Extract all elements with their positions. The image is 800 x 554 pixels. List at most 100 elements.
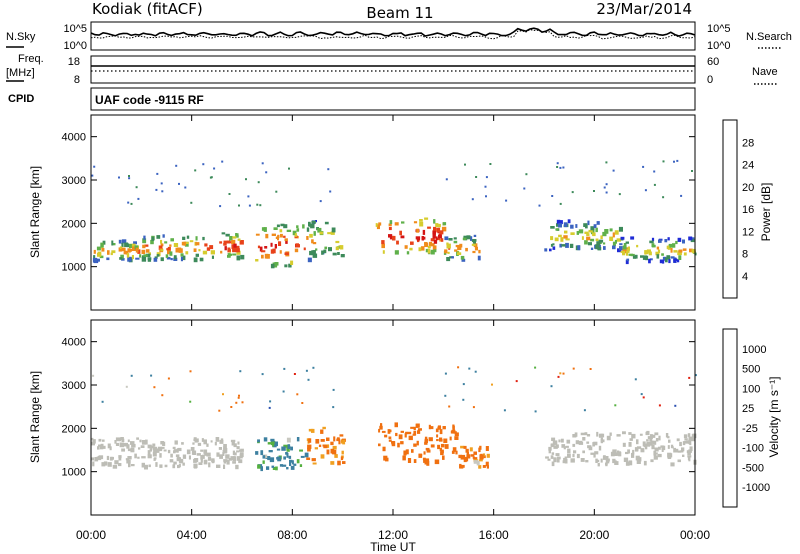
velocity-echo-cell bbox=[115, 442, 120, 446]
velocity-echo-cell bbox=[660, 445, 664, 448]
velocity-echo-cell bbox=[198, 462, 203, 465]
velocity-echo-cell bbox=[687, 455, 692, 458]
velocity-echo-cell bbox=[334, 454, 338, 458]
power-echo-cell bbox=[557, 223, 562, 228]
velocity-echo-cell bbox=[153, 386, 156, 389]
velocity-echo-cell bbox=[102, 445, 106, 449]
velocity-echo-cell bbox=[437, 426, 442, 430]
power-echo-cell bbox=[435, 236, 438, 241]
power-echo-cell bbox=[625, 259, 629, 265]
velocity-echo-cell bbox=[332, 388, 335, 391]
velocity-echo-cell bbox=[632, 449, 635, 455]
velocity-echo-cell bbox=[270, 438, 275, 442]
velocity-echo-cell bbox=[452, 447, 457, 452]
velocity-echo-cell bbox=[486, 453, 490, 458]
power-echo-cell bbox=[272, 262, 278, 268]
velocity-echo-cell bbox=[337, 460, 341, 466]
velocity-echo-cell bbox=[687, 451, 691, 456]
power-echo-cell bbox=[181, 241, 186, 246]
power-echo-cell bbox=[160, 257, 164, 262]
velocity-echo-cell bbox=[461, 464, 465, 468]
velocity-echo-cell bbox=[403, 450, 407, 456]
velocity-echo-cell bbox=[485, 446, 489, 451]
power-echo-cell bbox=[210, 250, 215, 255]
velocity-echo-cell bbox=[233, 443, 237, 448]
power-echo-cell bbox=[525, 173, 528, 176]
power-echo-cell bbox=[420, 246, 425, 251]
velocity-echo-cell bbox=[677, 459, 681, 463]
power-echo-cell bbox=[259, 204, 262, 207]
power-echo-cell bbox=[339, 245, 344, 250]
power-echo-cell bbox=[309, 233, 313, 238]
velocity-echo-cell bbox=[237, 441, 240, 445]
power-echo-cell bbox=[595, 238, 599, 241]
velocity-echo-cell bbox=[444, 372, 447, 375]
velocity-echo-cell bbox=[457, 366, 460, 369]
power-echo-cell bbox=[477, 255, 481, 261]
power-echo-cell bbox=[551, 195, 554, 197]
power-echo-cell bbox=[673, 258, 677, 263]
velocity-echo-cell bbox=[650, 440, 654, 444]
power-echo-cell bbox=[99, 255, 104, 259]
velocity-echo-cell bbox=[658, 404, 661, 407]
velocity-echo-cell bbox=[300, 455, 305, 458]
power-echo-cell bbox=[552, 243, 555, 246]
power-echo-cell bbox=[255, 259, 259, 262]
power-echo-cell bbox=[184, 186, 187, 189]
velocity-echo-cell bbox=[654, 432, 659, 436]
power-echo-cell bbox=[465, 247, 468, 252]
power-echo-cell bbox=[338, 245, 341, 249]
velocity-echo-cell bbox=[188, 455, 191, 460]
power-echo-cell bbox=[644, 250, 649, 255]
power-echo-cell bbox=[156, 254, 160, 257]
velocity-echo-cell bbox=[640, 448, 645, 453]
velocity-echo-cell bbox=[304, 452, 309, 458]
power-echo-cell bbox=[584, 240, 588, 245]
power-echo-cell bbox=[473, 234, 477, 237]
power-echo-cell bbox=[670, 248, 673, 253]
velocity-echo-cell bbox=[424, 458, 430, 462]
velocity-echo-cell bbox=[466, 452, 469, 456]
power-echo-cell bbox=[622, 250, 626, 256]
velocity-echo-cell bbox=[123, 442, 128, 447]
velocity-echo-cell bbox=[332, 406, 335, 409]
power-echo-cell bbox=[626, 251, 629, 256]
power-echo-cell bbox=[126, 253, 130, 258]
power-echo-cell bbox=[419, 219, 423, 222]
velocity-echo-cell bbox=[668, 439, 671, 443]
power-echo-cell bbox=[221, 160, 224, 163]
power-echo-cell bbox=[311, 239, 314, 244]
power-echo-cell bbox=[662, 196, 665, 199]
velocity-echo-cell bbox=[235, 464, 239, 470]
velocity-echo-cell bbox=[483, 455, 486, 459]
velocity-echo-cell bbox=[130, 441, 135, 445]
cpid-panel-frame bbox=[90, 87, 696, 111]
power-echo-cell bbox=[131, 243, 136, 247]
velocity-echo-cell bbox=[455, 450, 458, 455]
power-echo-cell bbox=[144, 244, 149, 247]
velocity-echo-cell bbox=[114, 460, 119, 465]
velocity-echo-cell bbox=[150, 374, 153, 377]
velocity-echo-cell bbox=[650, 459, 654, 463]
y-tick-label: 4000 bbox=[62, 132, 86, 144]
velocity-echo-cell bbox=[296, 393, 299, 396]
velocity-echo-cell bbox=[226, 460, 230, 465]
velocity-echo-cell bbox=[282, 390, 285, 393]
colorbar-tick-label: 12 bbox=[742, 226, 754, 238]
power-echo-cell bbox=[228, 193, 231, 195]
power-echo-cell bbox=[285, 240, 288, 244]
power-echo-cell bbox=[622, 245, 627, 250]
velocity-echo-cell bbox=[269, 400, 272, 403]
power-echo-cell bbox=[474, 246, 478, 251]
power-echo-cell bbox=[382, 250, 385, 254]
power-echo-cell bbox=[206, 247, 211, 251]
velocity-echo-cell bbox=[144, 464, 148, 470]
power-echo-cell bbox=[523, 187, 526, 190]
velocity-echo-cell bbox=[673, 447, 676, 453]
power-echo-cell bbox=[312, 253, 318, 258]
velocity-echo-cell bbox=[636, 446, 642, 449]
velocity-echo-cell bbox=[555, 444, 559, 448]
power-echo-cell bbox=[162, 234, 165, 238]
velocity-echo-cell bbox=[201, 438, 204, 442]
velocity-echo-cell bbox=[452, 424, 455, 429]
